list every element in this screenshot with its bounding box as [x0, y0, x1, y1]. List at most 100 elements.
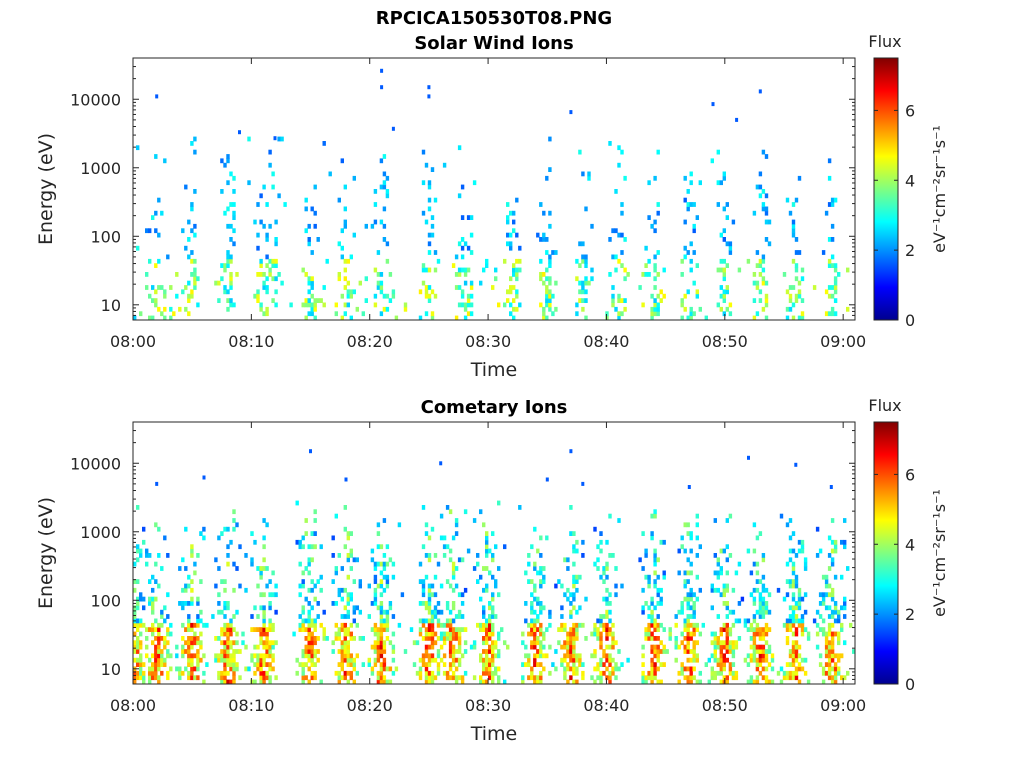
flux-cell — [653, 553, 657, 558]
flux-cell — [163, 158, 167, 164]
flux-cell — [274, 302, 278, 308]
flux-cell — [791, 228, 796, 234]
flux-cell — [515, 293, 519, 299]
flux-cell — [343, 649, 347, 654]
flux-cell — [436, 670, 441, 676]
flux-cell — [644, 601, 648, 606]
flux-cell — [265, 653, 269, 659]
flux-cell — [196, 276, 200, 282]
flux-cell — [463, 587, 468, 593]
flux-cell — [193, 675, 197, 681]
flux-cell — [611, 228, 615, 234]
flux-cell — [512, 285, 516, 290]
flux-cell — [178, 675, 182, 681]
flux-cell — [229, 254, 233, 260]
flux-cell — [256, 245, 260, 251]
flux-cell — [641, 302, 645, 308]
flux-cell — [623, 276, 627, 282]
flux-cell — [457, 662, 462, 667]
flux-cell — [352, 657, 356, 663]
flux-cell — [722, 657, 726, 663]
flux-cell — [232, 587, 236, 593]
flux-cell — [340, 666, 344, 672]
flux-cell — [581, 675, 585, 681]
flux-cell — [160, 670, 164, 676]
flux-cell — [689, 657, 693, 663]
flux-cell — [190, 272, 194, 277]
flux-cell — [253, 662, 257, 667]
flux-cell — [764, 219, 769, 225]
flux-cell — [581, 285, 585, 290]
flux-cell — [415, 640, 420, 646]
flux-cell — [193, 149, 197, 155]
flux-cell — [509, 285, 513, 290]
flux-cell — [797, 315, 802, 321]
flux-cell — [824, 670, 829, 676]
flux-cell — [656, 622, 660, 628]
flux-cell — [491, 679, 495, 685]
flux-cell — [830, 644, 835, 650]
flux-cell — [460, 267, 465, 273]
flux-cell — [509, 241, 513, 247]
flux-cell — [821, 250, 826, 255]
flux-cell — [689, 311, 693, 317]
flux-cell — [220, 609, 224, 615]
flux-cell — [190, 601, 194, 606]
flux-cell — [755, 662, 760, 667]
flux-cell — [136, 548, 140, 554]
flux-cell — [376, 649, 381, 654]
flux-cell — [163, 618, 167, 624]
flux-cell — [620, 311, 624, 317]
flux-cell — [584, 263, 588, 268]
flux-cell — [232, 215, 236, 220]
flux-cell — [662, 574, 666, 580]
flux-cell — [563, 557, 567, 563]
flux-cell — [424, 605, 429, 611]
flux-cell — [334, 631, 338, 637]
flux-cell — [572, 644, 576, 650]
flux-cell — [382, 644, 387, 650]
flux-cell — [388, 601, 393, 606]
flux-cell — [578, 653, 582, 659]
flux-cell — [193, 136, 197, 142]
flux-cell — [196, 636, 200, 641]
flux-cell — [656, 574, 660, 580]
flux-cell — [800, 311, 805, 317]
flux-cell — [388, 605, 393, 611]
flux-cell — [427, 657, 432, 663]
flux-cell — [148, 627, 152, 632]
flux-cell — [133, 640, 137, 646]
flux-cell — [719, 180, 723, 186]
flux-cell — [325, 636, 329, 641]
flux-cell — [843, 614, 847, 619]
flux-cell — [460, 184, 465, 190]
flux-cell — [683, 636, 687, 641]
flux-cell — [457, 649, 462, 654]
flux-cell — [226, 544, 230, 550]
flux-cell — [797, 587, 802, 593]
flux-cell — [202, 679, 206, 685]
flux-cell — [298, 539, 302, 545]
flux-cell — [686, 679, 690, 685]
flux-cell — [193, 285, 197, 290]
flux-cell — [238, 675, 242, 681]
flux-cell — [373, 189, 378, 194]
flux-cell — [785, 592, 790, 598]
flux-cell — [800, 631, 805, 637]
flux-cell — [376, 636, 381, 641]
flux-cell — [184, 627, 188, 632]
flux-cell — [346, 574, 350, 580]
flux-cell — [662, 539, 666, 545]
flux-cell — [217, 280, 221, 286]
flux-cell — [827, 535, 832, 541]
flux-cell — [794, 276, 799, 282]
colorbar — [873, 57, 899, 321]
flux-cell — [250, 531, 254, 536]
flux-cell — [181, 605, 185, 611]
flux-cell — [659, 289, 663, 295]
flux-cell — [554, 250, 558, 255]
flux-cell — [713, 553, 717, 558]
flux-cell — [223, 662, 227, 667]
flux-cell — [139, 553, 143, 558]
flux-cell — [548, 293, 552, 299]
